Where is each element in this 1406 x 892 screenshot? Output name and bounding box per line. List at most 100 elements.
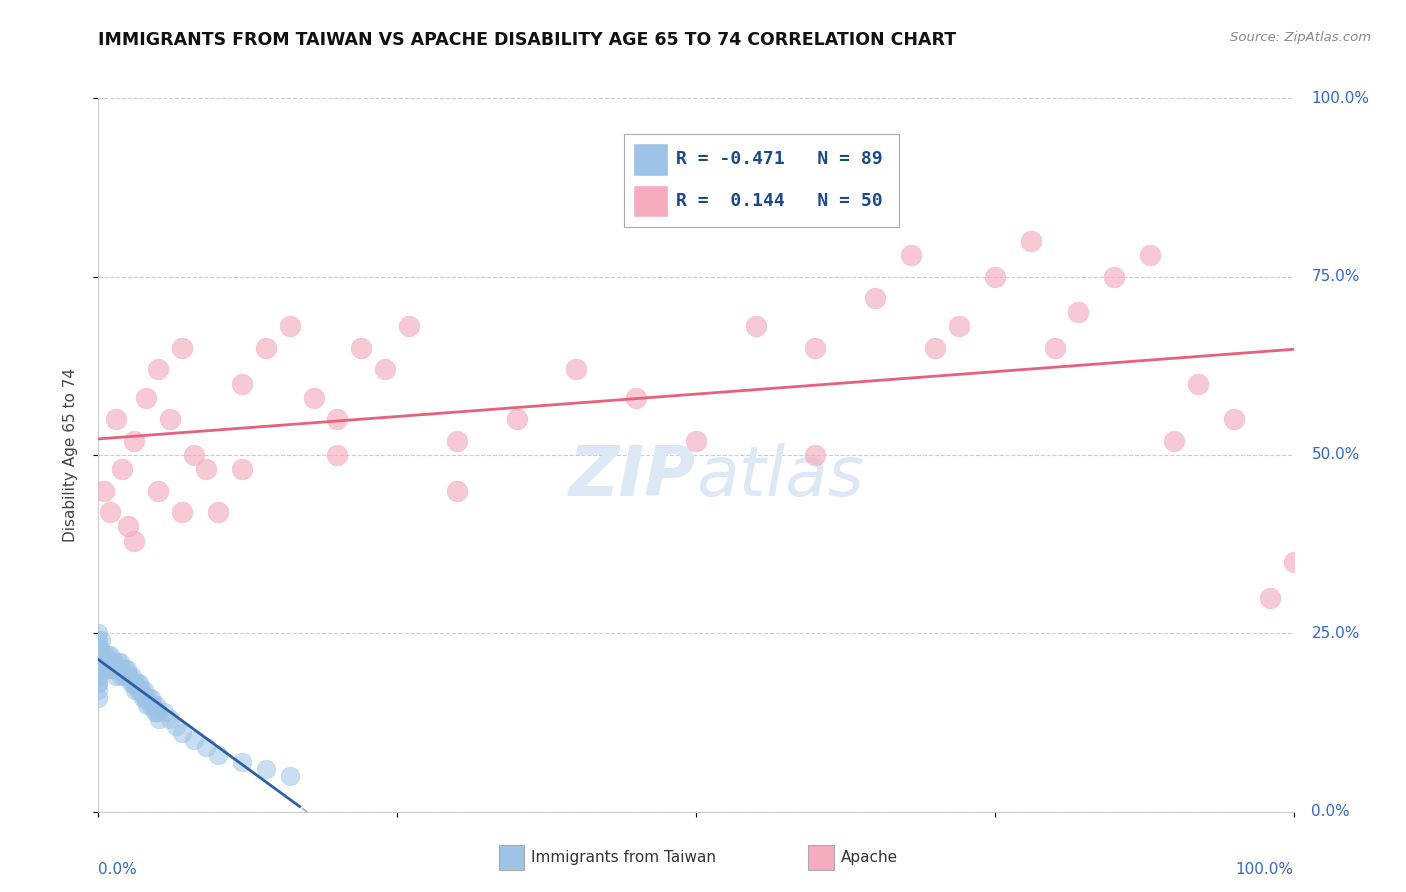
Point (326, 412, 349, 426)
Text: 0.0%: 0.0% (98, 862, 138, 877)
Point (131, 683, 153, 698)
Point (139, 690, 162, 705)
Point (98, 655, 121, 669)
Point (118, 669, 141, 683)
Point (91, 662, 114, 676)
Point (1043, 341, 1066, 355)
Point (231, 755, 253, 769)
Point (90, 633, 112, 648)
Text: 0.0%: 0.0% (1312, 805, 1350, 819)
Point (87, 683, 110, 698)
Text: atlas: atlas (696, 442, 863, 510)
Point (87, 676, 110, 690)
Text: R =  0.144   N = 50: R = 0.144 N = 50 (676, 192, 883, 210)
Point (139, 698, 162, 712)
Text: 100.0%: 100.0% (1236, 862, 1294, 877)
Point (165, 719, 187, 733)
Point (114, 662, 136, 676)
Point (207, 747, 229, 762)
Point (120, 676, 142, 690)
Text: 75.0%: 75.0% (1312, 269, 1360, 284)
Point (172, 341, 194, 355)
Point (446, 434, 468, 448)
Point (254, 341, 277, 355)
Point (87, 690, 110, 705)
Point (1187, 376, 1209, 391)
Point (1282, 555, 1305, 569)
Point (302, 391, 325, 405)
Point (745, 319, 768, 334)
Point (135, 690, 157, 705)
Point (398, 319, 420, 334)
Point (87, 648, 110, 662)
Point (121, 669, 143, 683)
Point (89, 640, 111, 655)
Point (87, 640, 110, 655)
Point (134, 690, 156, 705)
Point (142, 698, 165, 712)
Point (141, 698, 163, 712)
Point (87, 662, 110, 676)
Point (94, 662, 117, 676)
Point (98, 648, 122, 662)
Point (87, 655, 110, 669)
Point (1102, 269, 1125, 284)
Text: 25.0%: 25.0% (1312, 626, 1360, 640)
Point (115, 669, 138, 683)
Point (183, 733, 205, 747)
Point (159, 712, 181, 726)
Text: 50.0%: 50.0% (1312, 448, 1360, 462)
Point (863, 291, 886, 305)
Point (148, 362, 170, 376)
Point (1163, 434, 1185, 448)
Point (87, 669, 110, 683)
Point (91, 655, 114, 669)
Point (159, 412, 181, 426)
Point (506, 412, 529, 426)
Text: ZIP: ZIP (568, 442, 696, 510)
Point (97, 655, 120, 669)
Point (104, 662, 127, 676)
Point (129, 683, 152, 698)
Point (87, 669, 110, 683)
Point (100, 655, 122, 669)
Point (350, 341, 373, 355)
Point (565, 362, 588, 376)
Point (124, 683, 146, 698)
Point (183, 448, 205, 462)
Point (91, 655, 114, 669)
Point (446, 483, 468, 498)
Point (87, 640, 110, 655)
Point (87, 676, 110, 690)
Point (103, 655, 125, 669)
Bar (633, 143, 668, 176)
Point (1139, 248, 1161, 262)
Text: IMMIGRANTS FROM TAIWAN VS APACHE DISABILITY AGE 65 TO 74 CORRELATION CHART: IMMIGRANTS FROM TAIWAN VS APACHE DISABIL… (98, 31, 956, 49)
Point (948, 319, 970, 334)
Text: Apache: Apache (841, 850, 898, 864)
Point (117, 669, 139, 683)
Point (90, 648, 112, 662)
Text: Immigrants from Taiwan: Immigrants from Taiwan (531, 850, 717, 864)
Point (128, 676, 150, 690)
Point (804, 448, 827, 462)
Point (1222, 412, 1246, 426)
Point (983, 269, 1005, 284)
Point (136, 698, 159, 712)
Point (93, 483, 115, 498)
Point (148, 712, 170, 726)
Point (87, 633, 110, 648)
Point (117, 519, 139, 533)
Point (138, 690, 160, 705)
Point (278, 769, 301, 783)
Point (101, 662, 124, 676)
Point (231, 462, 253, 476)
Point (148, 483, 170, 498)
Text: R = -0.471   N = 89: R = -0.471 N = 89 (676, 151, 883, 169)
Point (115, 662, 138, 676)
Point (87, 648, 110, 662)
Point (1067, 305, 1090, 319)
Point (97, 648, 120, 662)
Point (145, 698, 167, 712)
Point (254, 762, 277, 776)
